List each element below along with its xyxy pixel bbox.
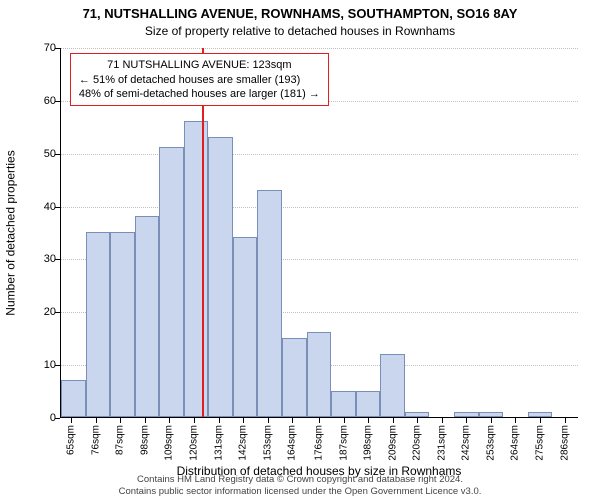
y-axis-label-text: Number of detached properties (4, 150, 18, 315)
x-tick-mark (145, 418, 146, 423)
histogram-bar (331, 391, 356, 417)
x-tick-mark (71, 418, 72, 423)
x-tick-mark (96, 418, 97, 423)
y-tick-mark (55, 101, 60, 102)
x-tick-label: 153sqm (262, 425, 273, 461)
y-tick-mark (55, 365, 60, 366)
legend-line: 71 NUTSHALLING AVENUE: 123sqm (79, 58, 320, 72)
x-tick-label: 65sqm (66, 425, 77, 455)
histogram-bar (479, 412, 504, 417)
x-tick-label: 264sqm (510, 425, 521, 461)
x-tick-mark (540, 418, 541, 423)
x-tick-label: 176sqm (314, 425, 325, 461)
histogram-bar (159, 147, 184, 417)
x-tick-label: 231sqm (436, 425, 447, 461)
y-tick-mark (55, 154, 60, 155)
gridline (61, 207, 578, 208)
x-tick-mark (120, 418, 121, 423)
x-tick-label: 142sqm (238, 425, 249, 461)
chart-root: 71, NUTSHALLING AVENUE, ROWNHAMS, SOUTHA… (0, 0, 600, 500)
x-tick-label: 209sqm (387, 425, 398, 461)
y-tick-label: 60 (28, 95, 56, 107)
footer-line-2: Contains public sector information licen… (0, 486, 600, 497)
x-tick-mark (319, 418, 320, 423)
x-tick-label: 131sqm (213, 425, 224, 461)
histogram-bar (135, 216, 160, 417)
y-tick-mark (55, 312, 60, 313)
x-tick-label: 187sqm (338, 425, 349, 461)
x-tick-label: 87sqm (115, 425, 126, 455)
x-tick-mark (344, 418, 345, 423)
histogram-bar (257, 190, 282, 417)
y-tick-label: 70 (28, 42, 56, 54)
histogram-bar (61, 380, 86, 417)
x-tick-label: 275sqm (535, 425, 546, 461)
x-tick-mark (417, 418, 418, 423)
legend-box: 71 NUTSHALLING AVENUE: 123sqm← 51% of de… (70, 53, 329, 106)
gridline (61, 154, 578, 155)
y-tick-label: 10 (28, 359, 56, 371)
y-tick-label: 0 (28, 412, 56, 424)
legend-line: 48% of semi-detached houses are larger (… (79, 87, 320, 101)
x-tick-label: 198sqm (363, 425, 374, 461)
x-tick-mark (219, 418, 220, 423)
x-tick-label: 164sqm (287, 425, 298, 461)
y-axis-label: Number of detached properties (4, 48, 18, 418)
x-tick-label: 220sqm (412, 425, 423, 461)
x-tick-label: 76sqm (90, 425, 101, 455)
x-tick-mark (243, 418, 244, 423)
histogram-bar (86, 232, 111, 417)
x-tick-mark (515, 418, 516, 423)
x-tick-mark (368, 418, 369, 423)
plot-area: 71 NUTSHALLING AVENUE: 123sqm← 51% of de… (60, 48, 578, 418)
legend-line: ← 51% of detached houses are smaller (19… (79, 73, 320, 87)
x-tick-label: 253sqm (485, 425, 496, 461)
x-tick-mark (169, 418, 170, 423)
histogram-bar (208, 137, 233, 417)
footer-line-1: Contains HM Land Registry data © Crown c… (0, 474, 600, 485)
chart-title-address: 71, NUTSHALLING AVENUE, ROWNHAMS, SOUTHA… (0, 6, 600, 21)
x-tick-mark (194, 418, 195, 423)
histogram-bar (454, 412, 479, 417)
y-tick-label: 40 (28, 201, 56, 213)
histogram-bar (405, 412, 430, 417)
x-tick-label: 286sqm (559, 425, 570, 461)
y-tick-mark (55, 207, 60, 208)
histogram-bar (380, 354, 405, 417)
histogram-bar (307, 332, 332, 417)
x-tick-mark (292, 418, 293, 423)
gridline (61, 48, 578, 49)
histogram-bar (528, 412, 553, 417)
y-tick-label: 20 (28, 306, 56, 318)
y-tick-mark (55, 418, 60, 419)
x-tick-mark (565, 418, 566, 423)
x-tick-label: 120sqm (188, 425, 199, 461)
footer-attribution: Contains HM Land Registry data © Crown c… (0, 474, 600, 497)
x-tick-mark (268, 418, 269, 423)
histogram-bar (233, 237, 258, 417)
x-tick-mark (466, 418, 467, 423)
x-tick-mark (393, 418, 394, 423)
y-tick-label: 30 (28, 253, 56, 265)
x-tick-label: 242sqm (461, 425, 472, 461)
x-tick-mark (491, 418, 492, 423)
histogram-bar (356, 391, 381, 417)
x-tick-label: 109sqm (164, 425, 175, 461)
chart-title-subtitle: Size of property relative to detached ho… (0, 24, 600, 38)
x-tick-mark (442, 418, 443, 423)
histogram-bar (282, 338, 307, 417)
x-tick-label: 98sqm (139, 425, 150, 455)
y-tick-mark (55, 259, 60, 260)
histogram-bar (110, 232, 135, 417)
y-tick-mark (55, 48, 60, 49)
y-tick-label: 50 (28, 148, 56, 160)
histogram-bar (184, 121, 209, 417)
